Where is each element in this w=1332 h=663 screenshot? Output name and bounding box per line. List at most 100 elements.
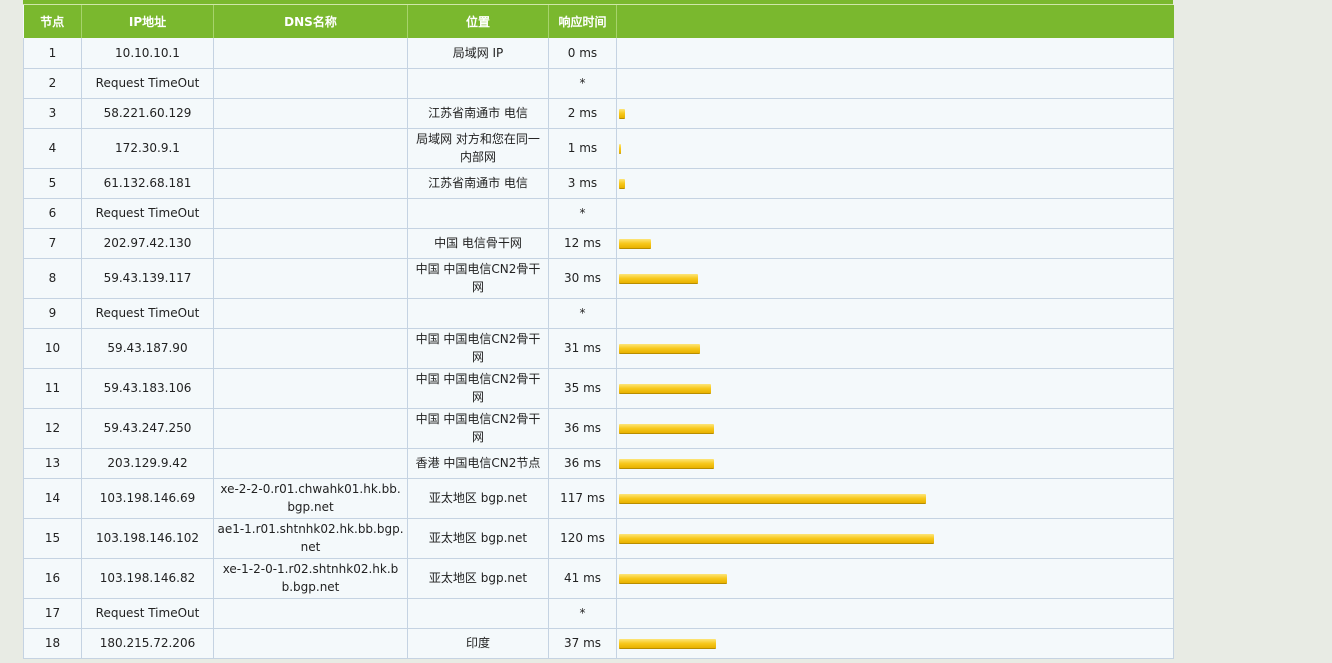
table-row: 4 172.30.9.1 局域网 对方和您在同一内部网 1 ms: [23, 128, 1174, 169]
time-cell: 0 ms: [548, 38, 617, 69]
ip-cell: 58.221.60.129: [81, 98, 214, 129]
table-row: 1 10.10.10.1 局域网 IP 0 ms: [23, 38, 1174, 69]
time-cell: 35 ms: [548, 368, 617, 409]
time-bar-cell: [616, 198, 1174, 229]
dns-cell: [213, 408, 408, 449]
time-cell: 36 ms: [548, 408, 617, 449]
ip-cell: 103.198.146.69: [81, 478, 214, 519]
header-ip: IP地址: [81, 5, 214, 38]
response-time-bar: [619, 573, 727, 584]
traceroute-table: 节点 IP地址 DNS名称 位置 响应时间 1 10.10.10.1 局域网 IP 0…: [23, 5, 1174, 659]
ip-cell: Request TimeOut: [81, 68, 214, 99]
location-cell: 江苏省南通市 电信: [407, 168, 549, 199]
dns-cell: xe-2-2-0.r01.chwahk01.hk.bb.bgp.net: [213, 478, 408, 519]
time-bar-cell: [616, 298, 1174, 329]
dns-cell: [213, 98, 408, 129]
time-bar-cell: [616, 368, 1174, 409]
traceroute-panel: 节点 IP地址 DNS名称 位置 响应时间 1 10.10.10.1 局域网 IP 0…: [23, 0, 1174, 659]
hop-cell: 13: [23, 448, 82, 479]
table-row: 18 180.215.72.206 印度 37 ms: [23, 628, 1174, 659]
ip-cell: 59.43.139.117: [81, 258, 214, 299]
hop-cell: 2: [23, 68, 82, 99]
hop-cell: 11: [23, 368, 82, 409]
dns-cell: [213, 168, 408, 199]
hop-cell: 16: [23, 558, 82, 599]
location-cell: 江苏省南通市 电信: [407, 98, 549, 129]
ip-cell: Request TimeOut: [81, 198, 214, 229]
dns-cell: xe-1-2-0-1.r02.shtnhk02.hk.bb.bgp.net: [213, 558, 408, 599]
location-cell: 中国 中国电信CN2骨干网: [407, 258, 549, 299]
ip-cell: Request TimeOut: [81, 298, 214, 329]
time-bar-cell: [616, 228, 1174, 259]
table-row: 6 Request TimeOut *: [23, 198, 1174, 229]
time-bar-cell: [616, 258, 1174, 299]
location-cell: [407, 68, 549, 99]
hop-cell: 3: [23, 98, 82, 129]
ip-cell: 172.30.9.1: [81, 128, 214, 169]
hop-cell: 8: [23, 258, 82, 299]
table-row: 15 103.198.146.102 ae1-1.r01.shtnhk02.hk.b…: [23, 518, 1174, 559]
time-cell: 2 ms: [548, 98, 617, 129]
response-time-bar: [619, 383, 711, 394]
dns-cell: [213, 128, 408, 169]
dns-cell: [213, 328, 408, 369]
response-time-bar: [619, 423, 714, 434]
table-row: 17 Request TimeOut *: [23, 598, 1174, 629]
ip-cell: 59.43.183.106: [81, 368, 214, 409]
table-row: 9 Request TimeOut *: [23, 298, 1174, 329]
hop-cell: 1: [23, 38, 82, 69]
time-cell: 37 ms: [548, 628, 617, 659]
time-bar-cell: [616, 68, 1174, 99]
time-bar-cell: [616, 38, 1174, 69]
time-bar-cell: [616, 448, 1174, 479]
dns-cell: [213, 68, 408, 99]
ip-cell: Request TimeOut: [81, 598, 214, 629]
table-row: 13 203.129.9.42 香港 中国电信CN2节点 36 ms: [23, 448, 1174, 479]
time-bar-cell: [616, 128, 1174, 169]
location-cell: [407, 598, 549, 629]
time-cell: 1 ms: [548, 128, 617, 169]
time-bar-cell: [616, 558, 1174, 599]
response-time-bar: [619, 458, 714, 469]
hop-cell: 6: [23, 198, 82, 229]
dns-cell: [213, 38, 408, 69]
time-cell: 12 ms: [548, 228, 617, 259]
table-row: 8 59.43.139.117 中国 中国电信CN2骨干网 30 ms: [23, 258, 1174, 299]
ip-cell: 59.43.187.90: [81, 328, 214, 369]
location-cell: [407, 298, 549, 329]
hop-cell: 17: [23, 598, 82, 629]
table-body: 1 10.10.10.1 局域网 IP 0 ms 2 Request TimeOut * 3 5…: [23, 38, 1174, 659]
location-cell: 香港 中国电信CN2节点: [407, 448, 549, 479]
time-bar-cell: [616, 478, 1174, 519]
time-cell: 120 ms: [548, 518, 617, 559]
table-row: 12 59.43.247.250 中国 中国电信CN2骨干网 36 ms: [23, 408, 1174, 449]
header-dns: DNS名称: [213, 5, 408, 38]
table-row: 16 103.198.146.82 xe-1-2-0-1.r02.shtnhk02.…: [23, 558, 1174, 599]
time-bar-cell: [616, 328, 1174, 369]
ip-cell: 180.215.72.206: [81, 628, 214, 659]
table-row: 7 202.97.42.130 中国 电信骨干网 12 ms: [23, 228, 1174, 259]
dns-cell: [213, 628, 408, 659]
time-cell: *: [548, 198, 617, 229]
dns-cell: [213, 298, 408, 329]
dns-cell: [213, 228, 408, 259]
location-cell: 局域网 对方和您在同一内部网: [407, 128, 549, 169]
hop-cell: 18: [23, 628, 82, 659]
ip-cell: 61.132.68.181: [81, 168, 214, 199]
table-row: 10 59.43.187.90 中国 中国电信CN2骨干网 31 ms: [23, 328, 1174, 369]
location-cell: 印度: [407, 628, 549, 659]
table-row: 5 61.132.68.181 江苏省南通市 电信 3 ms: [23, 168, 1174, 199]
header-response-time: 响应时间: [548, 5, 617, 38]
time-cell: 30 ms: [548, 258, 617, 299]
location-cell: 中国 中国电信CN2骨干网: [407, 408, 549, 449]
location-cell: 中国 中国电信CN2骨干网: [407, 328, 549, 369]
hop-cell: 5: [23, 168, 82, 199]
hop-cell: 15: [23, 518, 82, 559]
dns-cell: [213, 368, 408, 409]
response-time-bar: [619, 238, 651, 249]
hop-cell: 7: [23, 228, 82, 259]
hop-cell: 10: [23, 328, 82, 369]
time-bar-cell: [616, 168, 1174, 199]
time-cell: *: [548, 298, 617, 329]
dns-cell: ae1-1.r01.shtnhk02.hk.bb.bgp.net: [213, 518, 408, 559]
